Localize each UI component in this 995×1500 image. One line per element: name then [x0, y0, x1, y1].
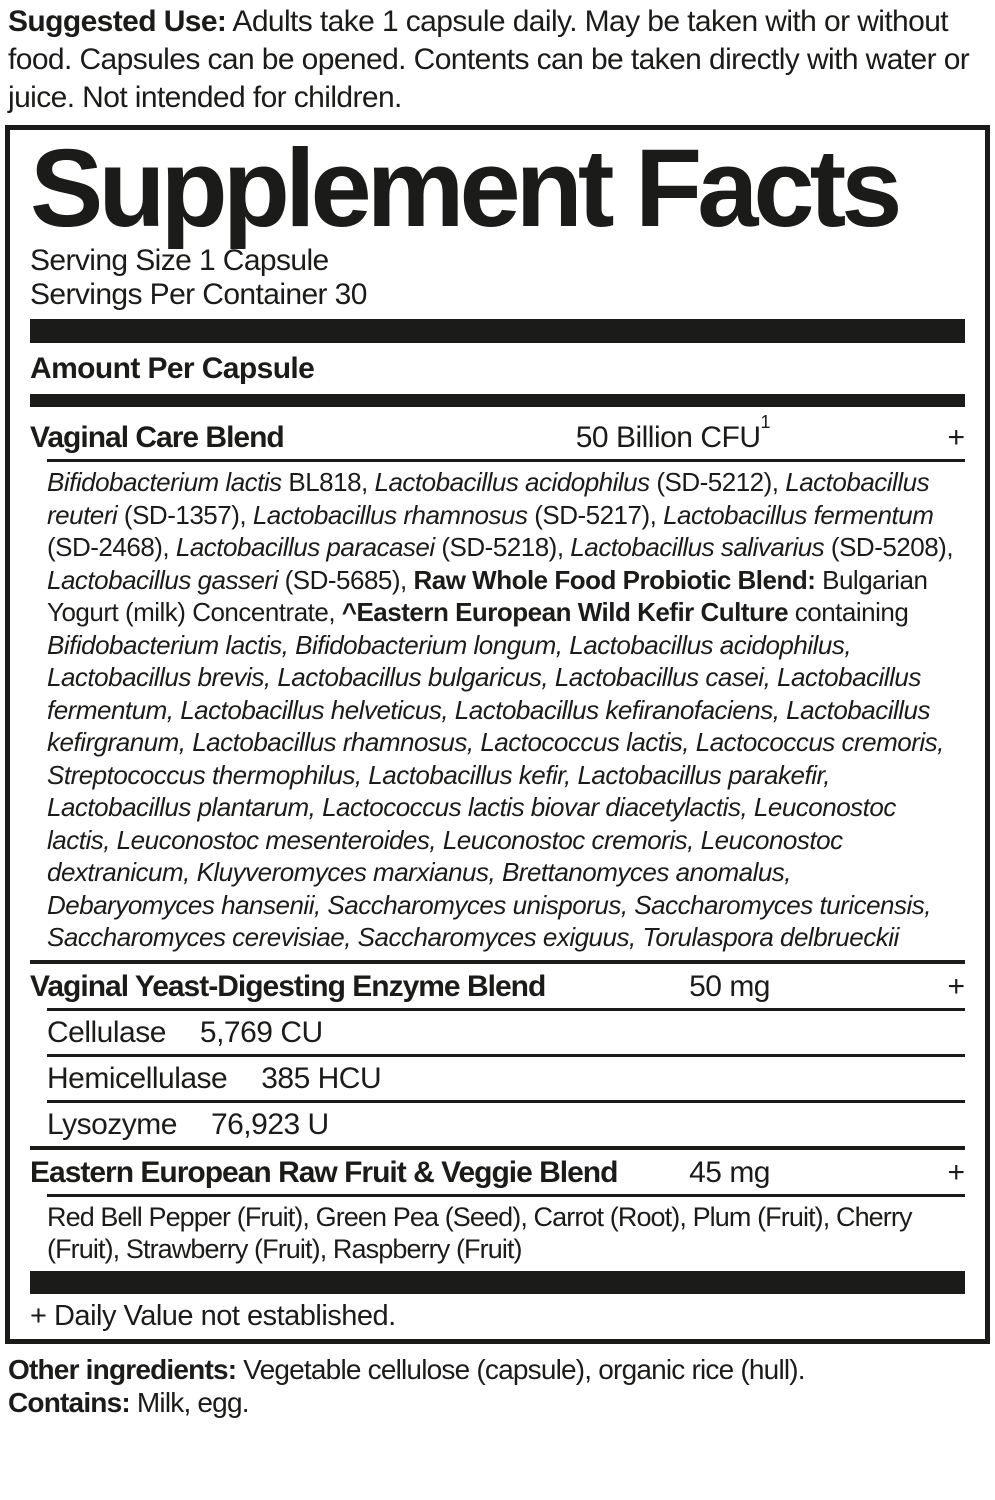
blend-amount: 50 Billion CFU1: [575, 411, 771, 455]
suggested-use: Suggested Use: Adults take 1 capsule dai…: [0, 0, 995, 117]
blend-row-vaginal-care: Vaginal Care Blend 50 Billion CFU1 +: [30, 407, 965, 459]
blend-dv: +: [947, 1155, 965, 1189]
divider-bar-bottom: [30, 1270, 965, 1294]
hairline-rule: [47, 459, 965, 462]
panel-title: Supplement Facts: [30, 127, 902, 250]
servings-per-container: Servings Per Container 30: [30, 278, 367, 311]
blend-row-enzyme: Vaginal Yeast-Digesting Enzyme Blend 50 …: [30, 964, 965, 1008]
contains-text: Milk, egg.: [129, 1386, 250, 1418]
blend-row-fruit-veggie: Eastern European Raw Fruit & Veggie Blen…: [30, 1150, 965, 1194]
daily-value-footnote: + Daily Value not established.: [30, 1299, 396, 1332]
suggested-use-label: Suggested Use:: [8, 5, 227, 38]
probiotic-ingredient-list: Bifidobacterium lactis BL818, Lactobacil…: [47, 467, 954, 952]
enzyme-row-cellulase: Cellulase 5,769 CU: [30, 1011, 965, 1054]
hairline-rule: [47, 1007, 965, 1011]
supplement-facts-panel: Supplement Facts Serving Size 1 Capsule …: [5, 125, 990, 1344]
other-ingredients-label: Other ingredients:: [8, 1353, 237, 1385]
amount-per-capsule-header: Amount Per Capsule: [30, 352, 315, 385]
enzyme-row-hemicellulase: Hemicellulase 385 HCU: [30, 1057, 965, 1100]
blend-amount-footnote-sup: 1: [760, 411, 770, 432]
enzyme-amount: 76,923 U: [210, 1107, 329, 1141]
enzyme-name: Hemicellulase: [47, 1061, 228, 1095]
divider-bar-mid: [30, 394, 965, 407]
label-footer: Other ingredients: Vegetable cellulose (…: [8, 1353, 985, 1419]
blend-amount: 45 mg: [689, 1155, 770, 1189]
contains-label: Contains:: [8, 1386, 131, 1418]
blend-name: Vaginal Yeast-Digesting Enzyme Blend: [30, 969, 546, 1003]
suggested-use-text: Adults take 1 capsule daily. May be take…: [8, 5, 970, 114]
fruit-veggie-ingredient-list: Red Bell Pepper (Fruit), Green Pea (Seed…: [47, 1201, 912, 1264]
blend-dv: +: [947, 421, 965, 454]
blend-amount: 50 mg: [689, 969, 770, 1003]
enzyme-amount: 5,769 CU: [199, 1015, 323, 1049]
enzyme-amount: 385 HCU: [261, 1061, 382, 1095]
hairline-rule: [47, 1193, 965, 1197]
serving-size: Serving Size 1 Capsule: [30, 244, 329, 277]
section-rule: [30, 959, 965, 964]
other-ingredients-text: Vegetable cellulose (capsule), organic r…: [236, 1353, 805, 1385]
other-ingredients: Other ingredients: Vegetable cellulose (…: [8, 1353, 985, 1386]
blend-amount-value: 50 Billion CFU: [575, 421, 761, 454]
section-rule: [30, 1145, 965, 1150]
divider-bar-top: [30, 319, 965, 343]
enzyme-name: Lysozyme: [47, 1107, 177, 1141]
contains-statement: Contains: Milk, egg.: [8, 1386, 985, 1419]
enzyme-name: Cellulase: [47, 1015, 166, 1049]
blend-name: Vaginal Care Blend: [30, 421, 285, 454]
hairline-rule: [47, 1099, 965, 1103]
blend-dv: +: [947, 969, 965, 1003]
blend-name: Eastern European Raw Fruit & Veggie Blen…: [30, 1155, 618, 1189]
enzyme-row-lysozyme: Lysozyme 76,923 U: [30, 1103, 965, 1146]
hairline-rule: [47, 1053, 965, 1057]
